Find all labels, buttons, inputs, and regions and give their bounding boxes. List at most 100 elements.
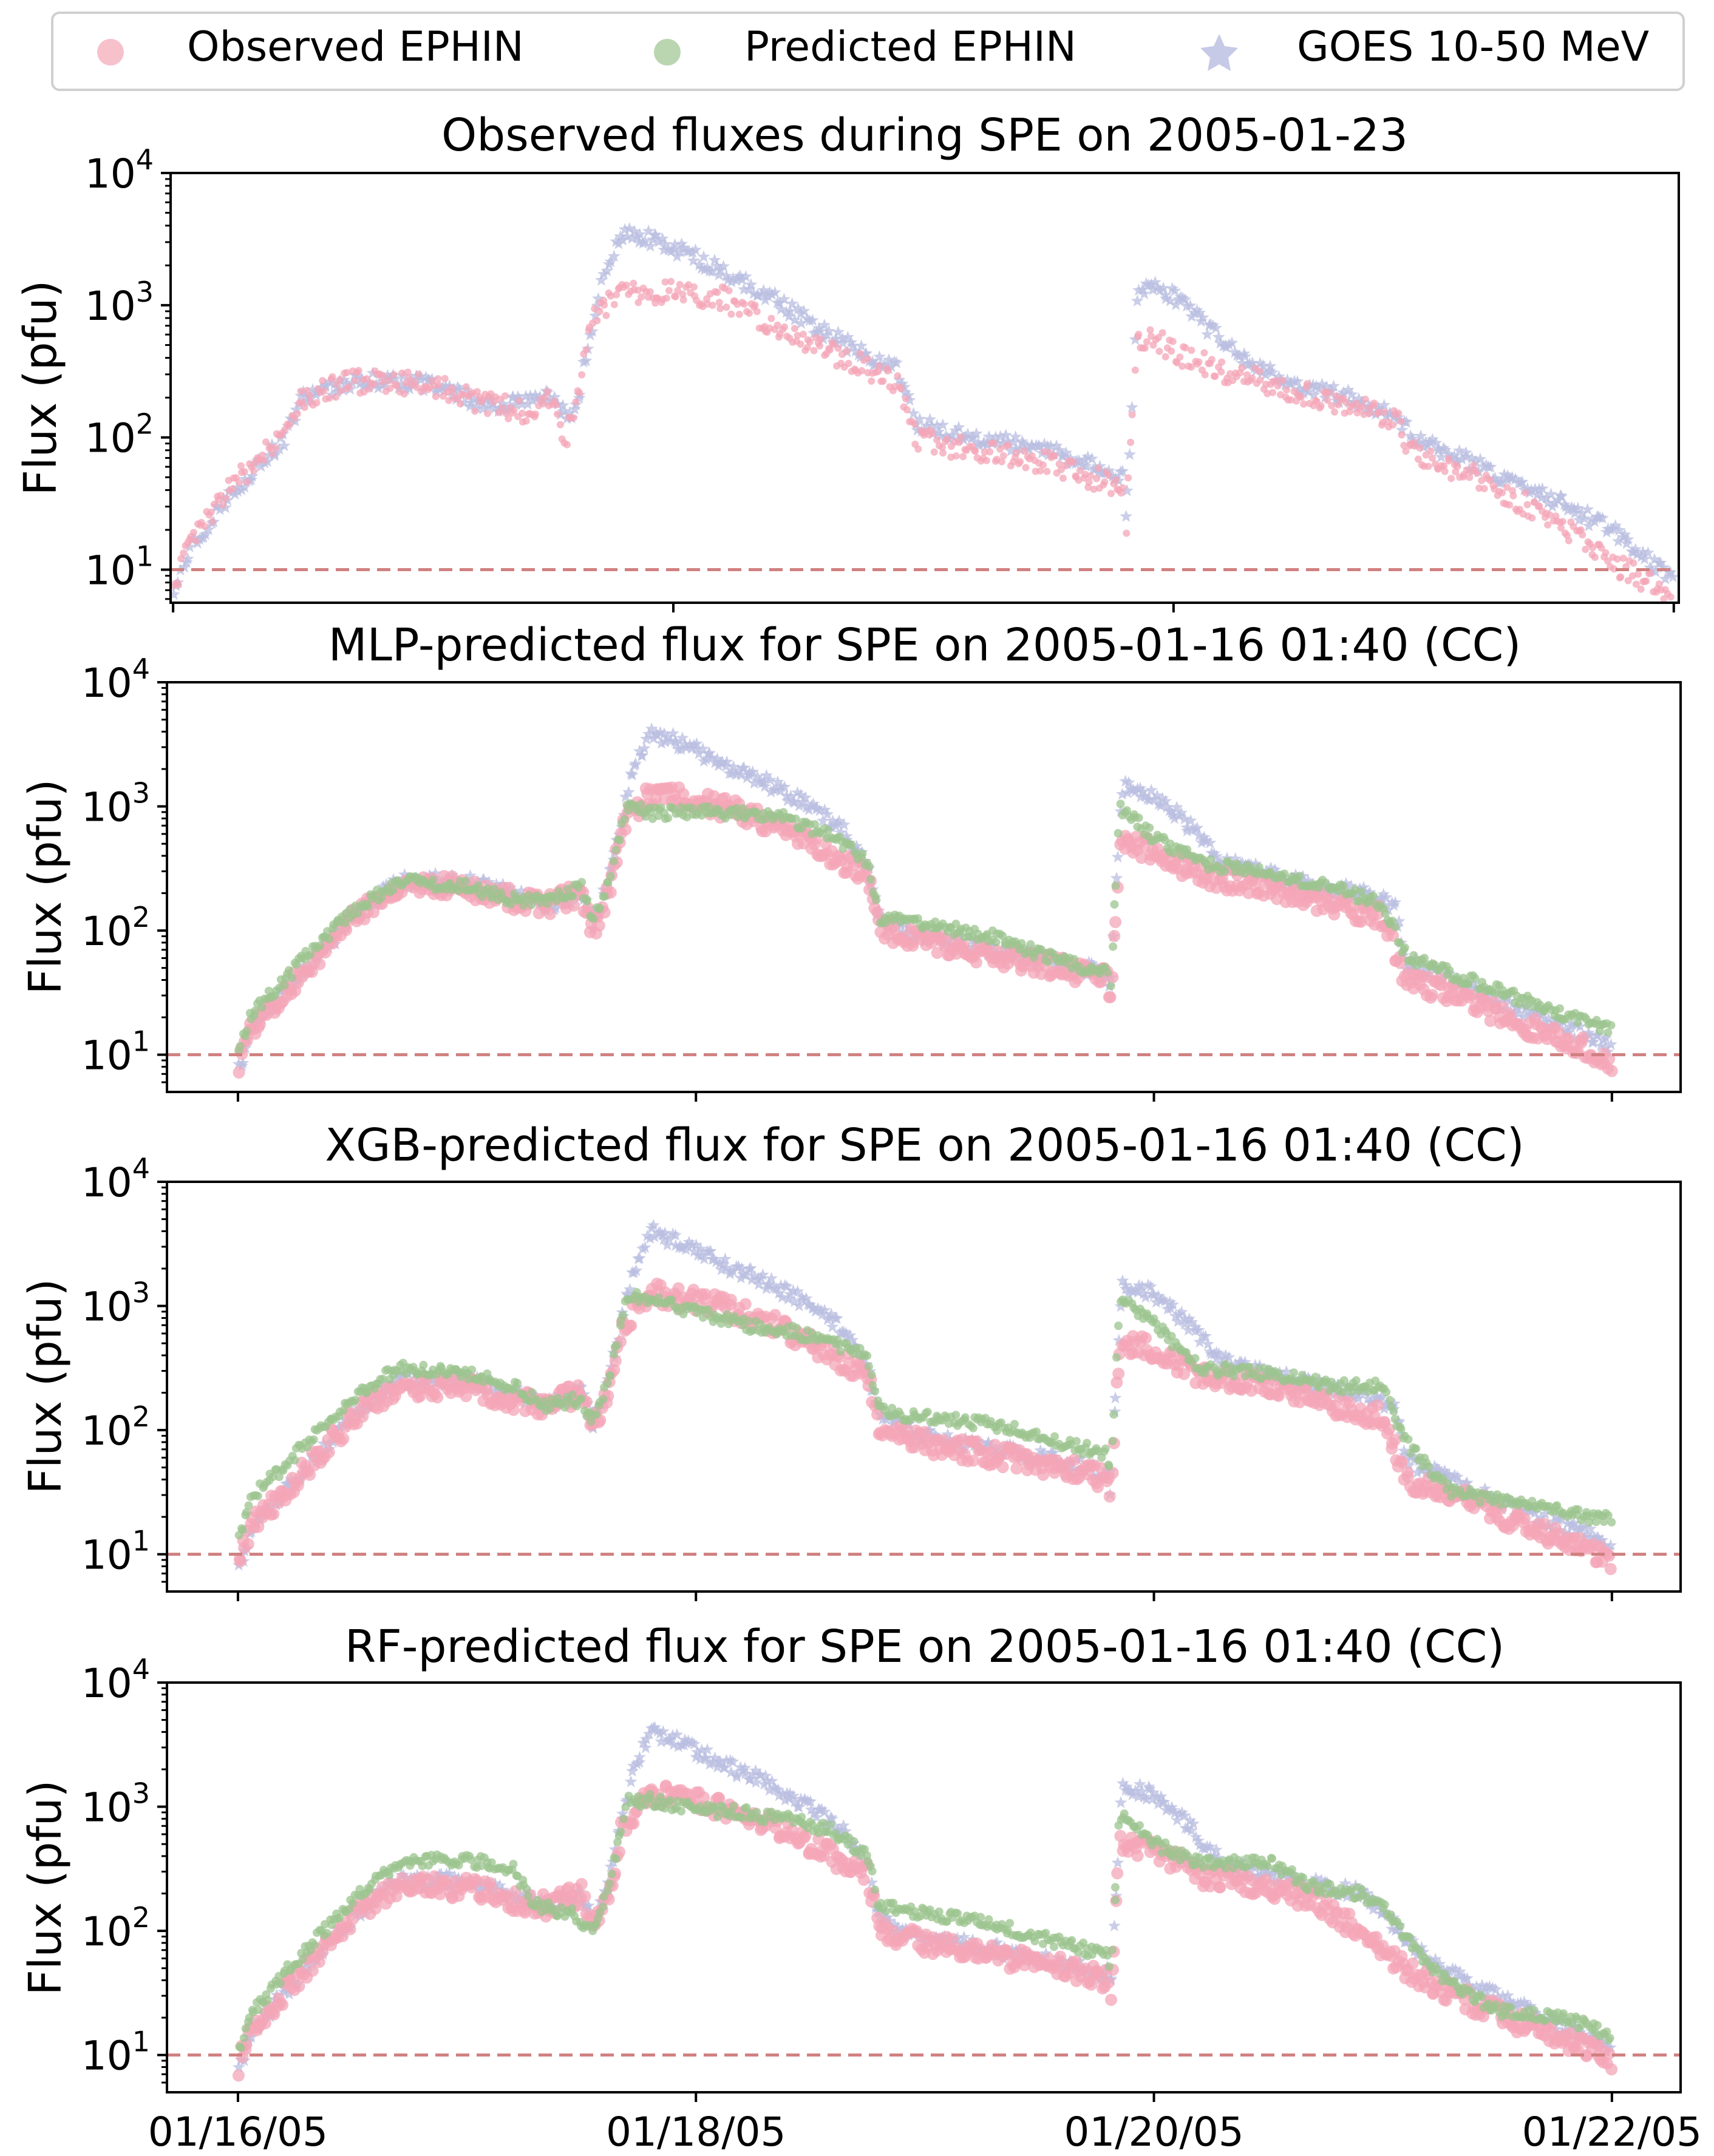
y-axis-label: Flux (pfu) bbox=[19, 779, 72, 994]
goes-point bbox=[325, 388, 339, 401]
goes-point bbox=[934, 429, 947, 442]
goes-point bbox=[1200, 328, 1214, 341]
goes-point bbox=[607, 249, 621, 262]
goes-point bbox=[1474, 452, 1487, 465]
goes-point bbox=[674, 1239, 687, 1252]
goes-point bbox=[843, 1329, 857, 1341]
goes-point bbox=[737, 283, 750, 295]
observed-point bbox=[243, 478, 251, 486]
goes-point bbox=[1645, 563, 1658, 576]
goes-point bbox=[1400, 415, 1413, 428]
observed-point bbox=[539, 400, 547, 408]
observed-point bbox=[1331, 408, 1338, 416]
goes-point bbox=[1192, 829, 1206, 841]
goes-point bbox=[1654, 556, 1667, 569]
predicted-point bbox=[238, 1525, 247, 1534]
observed-point bbox=[602, 311, 610, 319]
goes-point bbox=[697, 250, 710, 263]
goes-point bbox=[952, 421, 965, 433]
observed-point bbox=[1416, 444, 1424, 452]
observed-point bbox=[1647, 569, 1654, 577]
observed-point bbox=[650, 793, 662, 805]
observed-point bbox=[593, 919, 605, 932]
predicted-point bbox=[1220, 867, 1229, 876]
observed-point bbox=[610, 300, 618, 308]
goes-point bbox=[1209, 321, 1222, 334]
observed-point bbox=[1297, 393, 1305, 401]
scatter-points bbox=[232, 1218, 1617, 1575]
observed-point bbox=[1269, 388, 1277, 396]
observed-point bbox=[1667, 593, 1675, 601]
goes-point bbox=[315, 381, 328, 393]
goes-point bbox=[813, 804, 826, 816]
goes-point bbox=[764, 773, 777, 786]
observed-point bbox=[1660, 595, 1668, 603]
observed-point bbox=[1324, 396, 1331, 404]
goes-point bbox=[641, 1229, 654, 1242]
predicted-point bbox=[599, 1395, 608, 1404]
observed-point bbox=[1094, 464, 1102, 472]
y-tick-label-exp: 3 bbox=[136, 276, 154, 308]
goes-point bbox=[1120, 510, 1133, 522]
observed-point bbox=[1355, 915, 1367, 928]
goes-point bbox=[471, 401, 484, 414]
y-tick-label: 102 bbox=[81, 901, 150, 955]
goes-point bbox=[1135, 1280, 1149, 1292]
observed-point bbox=[501, 392, 509, 400]
goes-point bbox=[1310, 379, 1323, 392]
goes-point bbox=[638, 1241, 651, 1253]
observed-point bbox=[794, 331, 801, 339]
goes-point bbox=[1506, 470, 1519, 483]
goes-point bbox=[746, 765, 760, 778]
observed-point bbox=[1427, 447, 1435, 455]
goes-point bbox=[549, 901, 562, 914]
goes-point bbox=[800, 801, 813, 813]
goes-point bbox=[859, 347, 872, 359]
goes-point bbox=[1152, 1289, 1165, 1302]
observed-point bbox=[1440, 462, 1448, 470]
panel-xgb: XGB-predicted flux for SPE on 2005-01-16… bbox=[19, 1119, 1682, 1601]
goes-point bbox=[636, 749, 648, 762]
goes-point bbox=[855, 339, 868, 351]
goes-point bbox=[830, 1312, 843, 1324]
goes-point bbox=[183, 540, 196, 553]
goes-point bbox=[649, 228, 662, 241]
predicted-point bbox=[1110, 900, 1119, 909]
observed-point bbox=[435, 381, 443, 389]
observed-point bbox=[531, 410, 539, 418]
goes-point bbox=[987, 939, 1000, 952]
goes-point bbox=[1143, 793, 1156, 806]
goes-point bbox=[687, 254, 700, 266]
observed-point bbox=[774, 321, 781, 329]
goes-point bbox=[1428, 1459, 1441, 1472]
observed-point bbox=[441, 375, 449, 382]
observed-point bbox=[1128, 411, 1136, 419]
observed-point bbox=[484, 410, 491, 418]
observed-point bbox=[1068, 1453, 1081, 1466]
predicted-point bbox=[1134, 813, 1143, 822]
goes-point bbox=[872, 350, 886, 362]
observed-point bbox=[1055, 460, 1063, 468]
goes-point bbox=[760, 768, 773, 781]
observed-point bbox=[448, 388, 456, 396]
goes-point bbox=[1146, 283, 1160, 296]
goes-point bbox=[1138, 287, 1151, 300]
goes-point bbox=[793, 799, 806, 812]
observed-point bbox=[233, 1066, 245, 1079]
observed-point bbox=[1506, 501, 1514, 509]
observed-point bbox=[625, 1320, 638, 1332]
goes-point bbox=[996, 436, 1010, 449]
goes-point bbox=[1112, 1334, 1126, 1346]
observed-point bbox=[816, 342, 824, 350]
goes-point bbox=[1512, 1006, 1526, 1019]
goes-point bbox=[464, 869, 477, 881]
goes-point bbox=[630, 1264, 643, 1276]
goes-point bbox=[690, 742, 703, 754]
goes-point bbox=[1480, 458, 1493, 471]
goes-point bbox=[899, 386, 912, 398]
goes-point bbox=[1316, 378, 1328, 390]
observed-point bbox=[724, 1293, 737, 1306]
goes-point bbox=[1582, 519, 1596, 532]
goes-point bbox=[775, 1290, 789, 1303]
observed-point bbox=[800, 330, 807, 338]
